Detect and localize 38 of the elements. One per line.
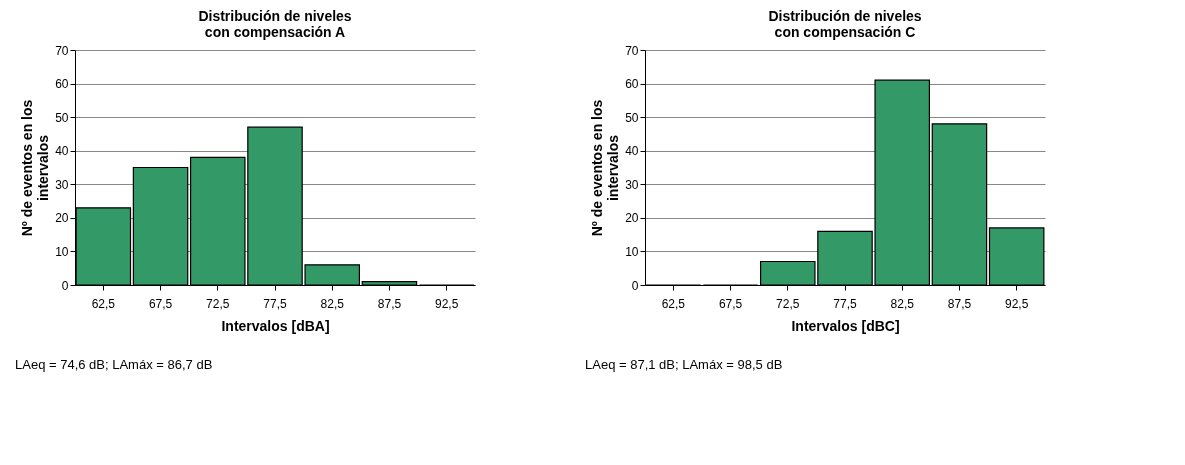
y-tick-label: 0	[631, 278, 639, 293]
x-tick-label: 82,5	[320, 296, 345, 311]
y-axis-title: Nº de eventos en los intervalos	[19, 99, 52, 237]
y-tick-label: 20	[55, 211, 69, 226]
y-tick-label: 50	[55, 110, 69, 125]
y-tick-label: 70	[55, 43, 69, 58]
y-axis-title: Nº de eventos en los intervalos	[589, 99, 622, 237]
chart-title: Distribución de niveles con compensación A	[198, 8, 352, 40]
y-tick-label: 10	[55, 244, 69, 259]
y-tick-label: 40	[55, 144, 69, 159]
x-tick-label: 87,5	[947, 296, 972, 311]
chart-title: Distribución de niveles con compensación C	[768, 8, 922, 40]
x-tick-label: 92,5	[1004, 296, 1029, 311]
y-tick-label: 10	[625, 244, 639, 259]
x-tick-label: 67,5	[718, 296, 743, 311]
x-tick-label: 77,5	[833, 296, 857, 311]
y-tick-label: 40	[625, 144, 639, 159]
x-tick-label: 72,5	[776, 296, 800, 311]
x-tick-label: 62,5	[91, 296, 116, 311]
x-axis-title: Intervalos [dBC]	[791, 317, 900, 334]
text: LAeq = 87,1 dB; LAmáx = 98,5 dB	[585, 357, 783, 372]
x-tick-label: 82,5	[890, 296, 915, 311]
x-tick-label: 67,5	[148, 296, 173, 311]
y-tick-label: 20	[625, 211, 639, 226]
y-tick-label: 30	[625, 177, 639, 192]
y-tick-label: 60	[625, 77, 639, 92]
text: LAeq = 74,6 dB; LAmáx = 86,7 dB	[15, 357, 213, 372]
y-tick-label: 30	[55, 177, 69, 192]
y-tick-label: 60	[55, 77, 69, 92]
x-tick-label: 77,5	[263, 296, 287, 311]
x-tick-label: 87,5	[377, 296, 402, 311]
y-tick-label: 70	[625, 43, 639, 58]
x-tick-label: 92,5	[434, 296, 459, 311]
y-tick-label: 50	[625, 110, 639, 125]
x-axis-title: Intervalos [dBA]	[221, 317, 330, 334]
x-tick-label: 62,5	[661, 296, 686, 311]
x-tick-label: 72,5	[206, 296, 230, 311]
y-tick-label: 0	[61, 278, 69, 293]
